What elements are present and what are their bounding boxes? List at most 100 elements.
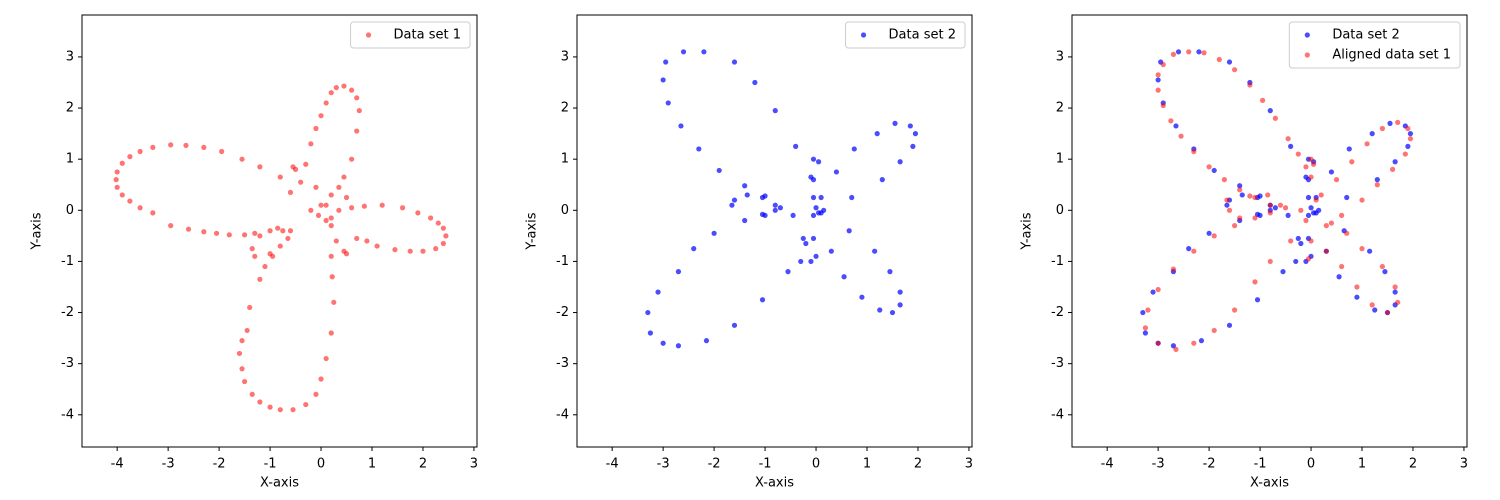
point	[1305, 194, 1312, 201]
point	[168, 223, 174, 229]
point	[1310, 210, 1317, 216]
point	[1303, 217, 1309, 224]
point	[1318, 192, 1324, 198]
point	[1395, 119, 1401, 125]
point	[1333, 177, 1340, 183]
point	[910, 143, 916, 149]
point	[257, 399, 263, 405]
x-tick-label: -1	[264, 457, 277, 472]
x-tick-label: 1	[1358, 457, 1366, 472]
point	[292, 166, 299, 172]
y-axis-label: Y-axis	[525, 212, 540, 250]
point	[168, 142, 174, 148]
point	[361, 203, 367, 209]
y-tick-label: -1	[556, 254, 569, 269]
point	[328, 223, 334, 229]
point	[349, 156, 355, 162]
point	[1226, 207, 1233, 213]
point	[1267, 258, 1273, 265]
point	[1198, 338, 1205, 344]
point	[1170, 51, 1177, 57]
point	[267, 251, 273, 257]
point	[354, 235, 360, 242]
point	[329, 274, 335, 280]
x-tick-label: 1	[368, 457, 376, 472]
point	[1160, 61, 1166, 68]
y-tick-label: 3	[561, 49, 569, 64]
point	[1395, 299, 1401, 305]
point	[742, 217, 748, 224]
point	[1257, 212, 1263, 219]
point	[1142, 330, 1148, 336]
point	[1224, 197, 1230, 203]
point	[1392, 284, 1398, 290]
point	[1369, 302, 1375, 308]
point	[800, 235, 806, 242]
point	[810, 194, 817, 201]
point	[777, 205, 783, 211]
point	[1364, 141, 1370, 147]
point	[675, 343, 682, 349]
point	[1231, 67, 1238, 73]
point	[333, 84, 339, 91]
x-tick-label: -2	[708, 457, 721, 472]
point	[341, 248, 347, 254]
y-tick-label: 1	[1056, 152, 1064, 167]
point	[1237, 183, 1243, 189]
x-tick-label: 2	[914, 457, 922, 472]
x-tick-label: -4	[606, 457, 619, 472]
point	[392, 247, 398, 253]
point	[1285, 212, 1291, 219]
point	[328, 253, 334, 259]
y-tick-label: 0	[66, 203, 74, 218]
point	[252, 230, 258, 236]
point	[716, 167, 722, 174]
point	[647, 330, 653, 336]
point	[113, 177, 119, 183]
point	[185, 226, 192, 232]
axes-frame	[1071, 14, 1468, 448]
point	[1267, 202, 1273, 208]
point	[318, 202, 324, 208]
y-tick-label: -2	[556, 305, 569, 320]
point	[364, 238, 370, 244]
x-tick-label: 2	[419, 457, 427, 472]
point	[813, 205, 819, 211]
point	[150, 210, 156, 216]
point	[1369, 131, 1375, 137]
point	[1280, 269, 1286, 275]
point	[420, 248, 426, 254]
y-tick-label: -2	[61, 305, 74, 320]
point	[201, 229, 207, 235]
point	[810, 212, 817, 219]
point	[1288, 143, 1294, 149]
point	[813, 253, 819, 259]
y-axis-label: Y-axis	[30, 212, 45, 250]
point	[1260, 97, 1266, 103]
point	[308, 207, 314, 213]
point	[313, 391, 319, 397]
point	[803, 240, 809, 247]
y-tick-label: -1	[61, 254, 74, 269]
point	[849, 194, 855, 201]
point	[821, 207, 827, 213]
point	[323, 355, 329, 362]
point	[1392, 159, 1398, 165]
point	[277, 407, 283, 413]
point	[1170, 266, 1177, 272]
point	[1272, 205, 1278, 211]
point	[1407, 131, 1414, 137]
x-tick-label: 0	[812, 457, 820, 472]
point	[1239, 192, 1245, 198]
point	[1323, 223, 1329, 229]
legend-marker	[1304, 52, 1310, 58]
point	[343, 194, 350, 201]
point	[1285, 136, 1291, 142]
point	[328, 330, 334, 336]
point	[1308, 156, 1314, 162]
point	[1173, 346, 1179, 352]
point	[354, 95, 360, 101]
legend-label: Aligned data set 1	[1332, 48, 1451, 63]
point	[1339, 212, 1345, 219]
point	[815, 210, 822, 216]
